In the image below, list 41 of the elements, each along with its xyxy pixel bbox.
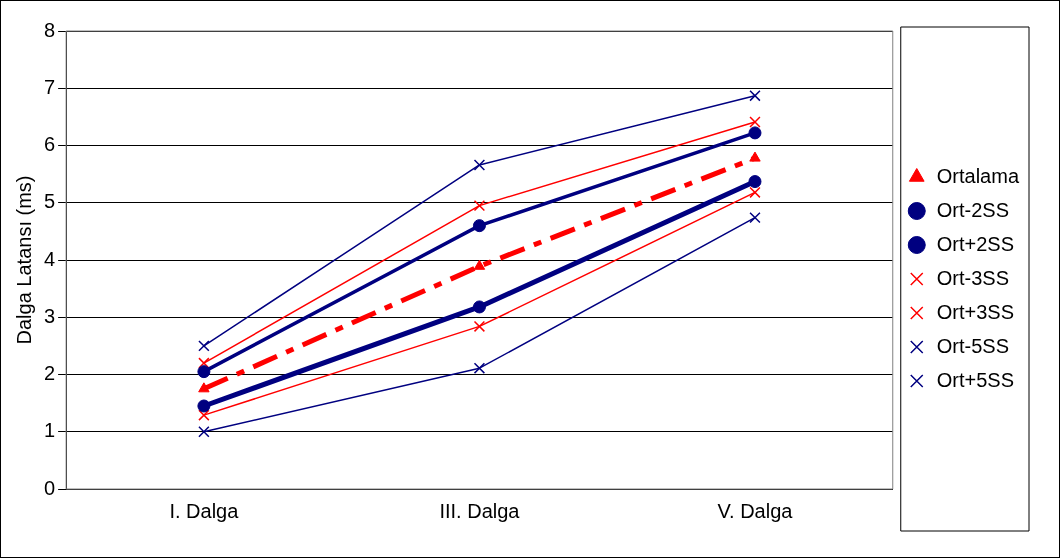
legend-label: Ort+3SS bbox=[936, 300, 1015, 323]
point bbox=[198, 409, 210, 421]
point bbox=[473, 199, 486, 212]
legend-label: Ort+2SS bbox=[936, 232, 1015, 255]
point bbox=[473, 320, 486, 333]
y-tick-label: 7 bbox=[44, 75, 56, 98]
y-tick-label: 3 bbox=[44, 304, 56, 327]
y-tick-label: 5 bbox=[44, 190, 56, 213]
x-tick-label: III. Dalga bbox=[439, 499, 521, 522]
point bbox=[197, 365, 211, 379]
legend-label: Ort-3SS bbox=[936, 266, 1009, 289]
point bbox=[749, 211, 761, 224]
point bbox=[198, 357, 210, 369]
y-tick-label: 6 bbox=[44, 133, 56, 156]
point bbox=[198, 426, 210, 438]
point bbox=[748, 175, 762, 189]
point bbox=[748, 126, 762, 140]
y-tick-label: 4 bbox=[44, 247, 56, 270]
y-tick-label: 8 bbox=[44, 18, 56, 41]
point bbox=[197, 399, 211, 413]
point bbox=[749, 89, 761, 102]
point bbox=[198, 382, 210, 393]
point bbox=[749, 151, 761, 162]
legend-label: Ort-5SS bbox=[936, 334, 1009, 357]
point bbox=[472, 219, 486, 233]
y-axis-title: Dalga Latansı (ms) bbox=[12, 175, 35, 345]
x-tick-label: I. Dalga bbox=[169, 499, 240, 522]
legend-label: Ort-2SS bbox=[936, 198, 1009, 221]
y-tick-label: 2 bbox=[44, 362, 56, 385]
point bbox=[198, 340, 210, 352]
point bbox=[473, 159, 486, 171]
y-tick-label: 1 bbox=[44, 419, 56, 442]
legend-label: Ortalama bbox=[936, 164, 1020, 187]
point bbox=[749, 116, 761, 128]
legend-label: Ort+5SS bbox=[936, 368, 1015, 391]
point bbox=[472, 300, 486, 314]
y-tick-label: 0 bbox=[44, 476, 56, 499]
point bbox=[473, 259, 486, 270]
point bbox=[473, 362, 486, 374]
x-tick-label: V. Dalga bbox=[717, 499, 794, 522]
point bbox=[749, 186, 761, 199]
